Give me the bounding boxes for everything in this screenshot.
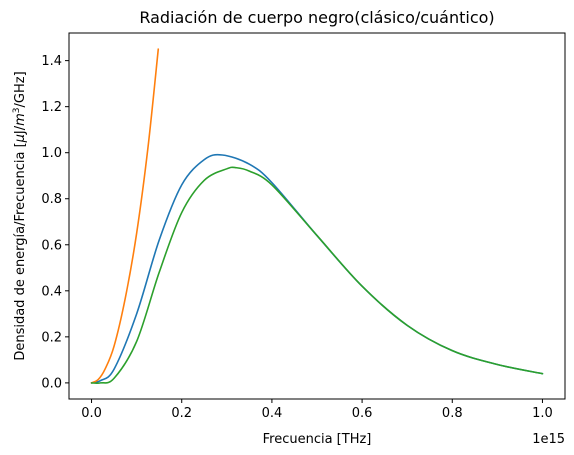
y-tick-label: 1.2 xyxy=(41,100,62,115)
y-axis-label-m: m xyxy=(13,113,28,126)
x-tick-label: 0.8 xyxy=(442,406,463,421)
y-tick-label: 0.0 xyxy=(41,376,62,391)
axes-frame xyxy=(68,32,566,400)
y-axis-label-part-1: Densidad de energía/Frecuencia [ xyxy=(13,142,28,360)
y-tick-label: 0.4 xyxy=(41,284,62,299)
y-tick-label: 1.4 xyxy=(41,54,62,69)
x-axis-ticks: 0.0 0.2 0.4 0.6 0.8 1.0 xyxy=(81,399,553,421)
y-axis-ticks: 0.0 0.2 0.4 0.6 0.8 1.0 1.2 1.4 xyxy=(41,54,69,391)
y-axis-label-exponent: 3 xyxy=(12,107,22,113)
x-tick-label: 0.0 xyxy=(81,406,102,421)
y-axis-label-part-2: J/ xyxy=(13,125,28,135)
y-axis-label: Densidad de energía/Frecuencia [μJ/m3/GH… xyxy=(12,71,28,360)
series-line-3 xyxy=(90,166,544,385)
x-axis-offset-text: 1e15 xyxy=(532,432,565,447)
plot-area: 0.0 0.2 0.4 0.6 0.8 1.0 0.0 0.2 0.4 0.6 0.8 1.0 1.2… xyxy=(41,32,566,421)
y-axis-label-part-3: /GHz] xyxy=(13,71,28,107)
y-tick-label: 0.8 xyxy=(41,192,62,207)
y-tick-label: 0.6 xyxy=(41,238,62,253)
x-tick-label: 0.6 xyxy=(352,406,373,421)
y-axis-label-mu: μ xyxy=(13,134,28,143)
y-tick-label: 1.0 xyxy=(41,146,62,161)
x-axis-label: Frecuencia [THz] xyxy=(263,432,372,447)
x-tick-label: 0.2 xyxy=(171,406,192,421)
series-line-2 xyxy=(90,48,160,384)
x-tick-label: 1.0 xyxy=(532,406,553,421)
chart-title: Radiación de cuerpo negro(clásico/cuánti… xyxy=(139,8,494,27)
x-tick-label: 0.4 xyxy=(262,406,283,421)
y-tick-label: 0.2 xyxy=(41,330,62,345)
series-layer xyxy=(90,48,544,385)
